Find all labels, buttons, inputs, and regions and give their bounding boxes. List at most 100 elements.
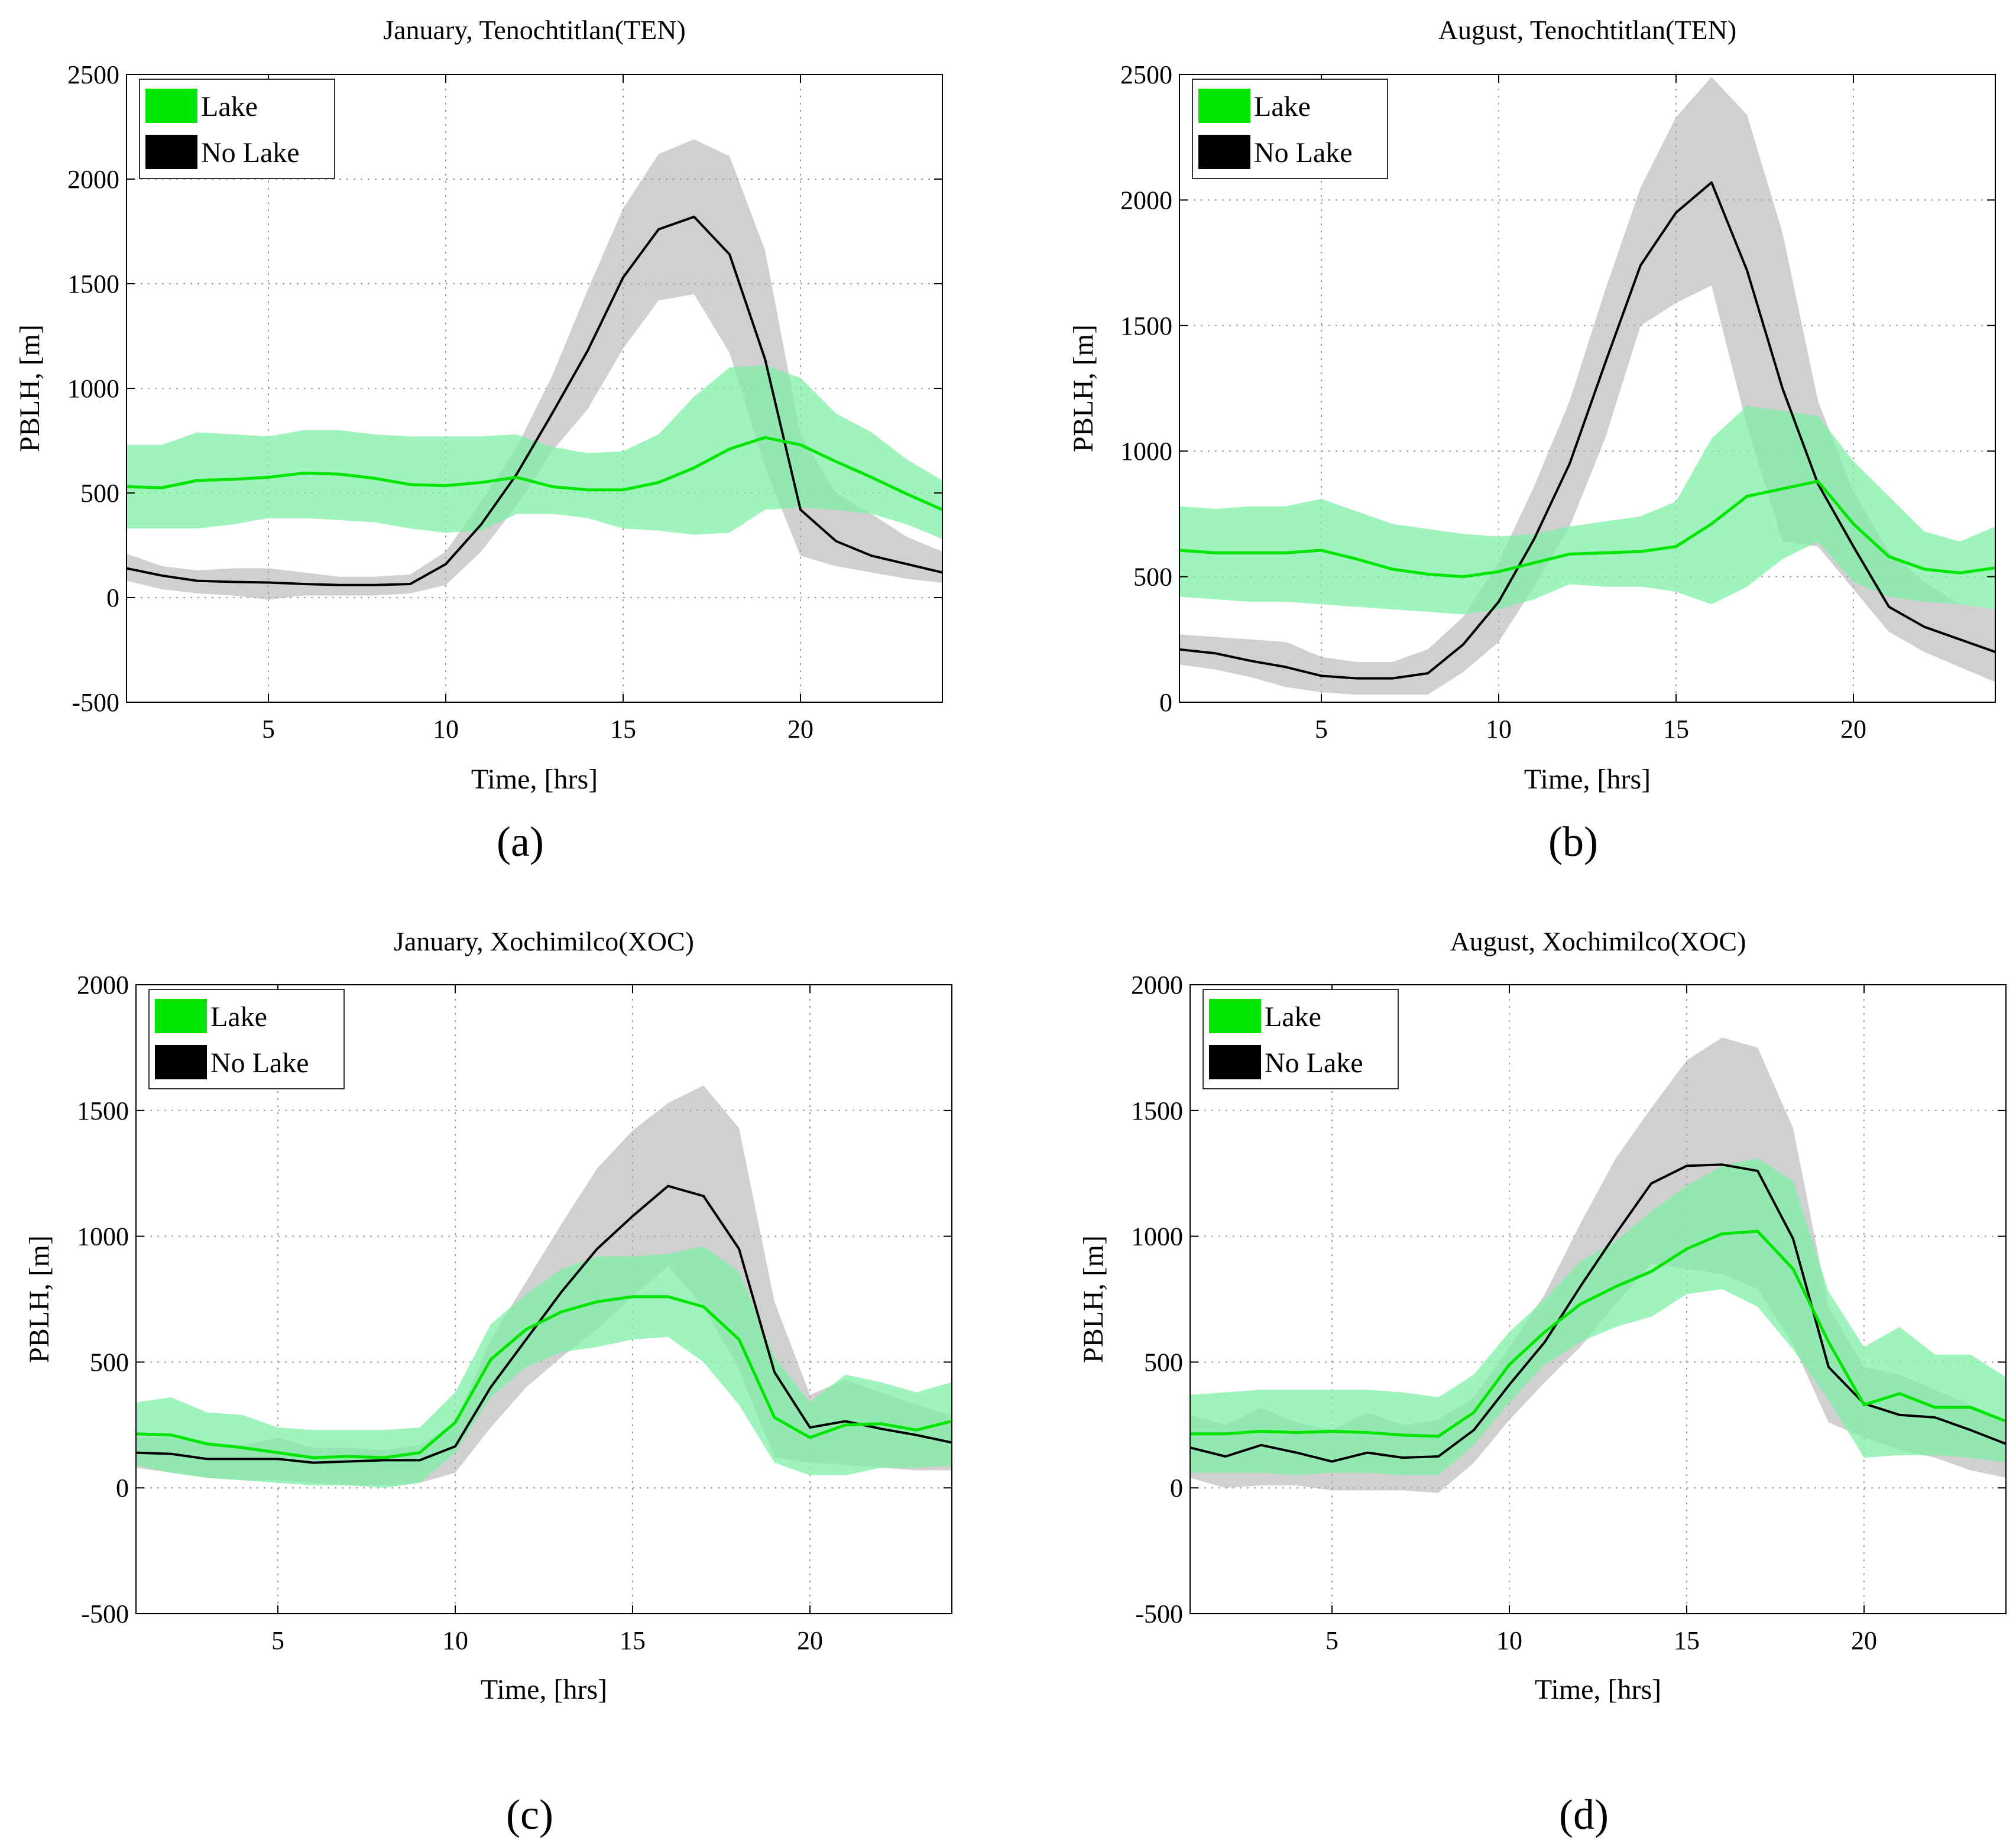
y-axis-label: PBLH, [m] — [1068, 325, 1099, 452]
plot-area — [1190, 1037, 2006, 1493]
y-tick-label: 0 — [116, 1474, 129, 1503]
y-tick-label: 2000 — [1120, 186, 1172, 215]
x-tick-label: 20 — [1840, 715, 1866, 744]
y-tick-label: 1500 — [1120, 312, 1172, 340]
grid — [136, 985, 952, 1614]
series-line-lake — [136, 1295, 952, 1459]
legend-label: No Lake — [201, 137, 300, 168]
band-lake — [1179, 405, 1995, 615]
band-lake — [127, 365, 942, 539]
legend-swatch-no-lake — [155, 1045, 207, 1079]
y-axis-label: PBLH, [m] — [1078, 1235, 1109, 1363]
chart-title: January, Tenochtitlan(TEN) — [383, 15, 686, 45]
legend-swatch-lake — [1198, 89, 1250, 123]
plot-area — [1179, 77, 1995, 695]
legend: Lake No Lake — [139, 79, 335, 179]
y-tick-label: 0 — [1170, 1474, 1183, 1503]
y-tick-label: -500 — [81, 1599, 129, 1628]
x-axis-label: Time, [hrs] — [1524, 764, 1651, 795]
x-tick-label: 15 — [1663, 715, 1689, 744]
axes-frame — [1189, 984, 2007, 1614]
series-line-no-lake — [127, 215, 942, 586]
legend-swatch-lake — [145, 89, 197, 123]
x-tick-label: 10 — [1496, 1626, 1522, 1655]
y-tick-label: 1500 — [67, 270, 119, 298]
chart-panel-c: 5 10 15 20 -500 0 500 1000 1500 2000 January, Xoch… — [24, 926, 952, 1838]
series-line-lake — [1179, 479, 1995, 579]
y-axis-label: PBLH, [m] — [14, 325, 46, 452]
legend-label: No Lake — [210, 1047, 309, 1079]
x-tick-label: 15 — [610, 715, 636, 744]
y-tick-label: 2500 — [1120, 60, 1172, 89]
x-tick-label: 20 — [797, 1626, 823, 1655]
legend-swatch-lake — [155, 999, 207, 1033]
y-tick-label: -500 — [72, 688, 119, 717]
y-tick-label: 500 — [90, 1348, 129, 1377]
y-tick-label: 2000 — [67, 165, 119, 194]
panel-caption: (a) — [497, 818, 544, 865]
y-tick-label: 1000 — [67, 374, 119, 403]
legend-swatch-lake — [1209, 999, 1261, 1033]
panel-caption: (b) — [1548, 818, 1598, 865]
x-tick-label: 5 — [1325, 1626, 1338, 1655]
x-tick-label: 10 — [1486, 715, 1512, 744]
legend-label: Lake — [210, 1001, 267, 1033]
x-tick-label: 10 — [433, 715, 459, 744]
legend: Lake No Lake — [1203, 989, 1399, 1089]
series-line-no-lake — [1190, 1163, 2006, 1463]
band-no-lake — [127, 139, 942, 600]
y-tick-label: 500 — [1144, 1348, 1183, 1377]
series-line-no-lake — [1179, 181, 1995, 680]
y-tick-label: 1500 — [1131, 1096, 1183, 1125]
y-tick-label: 2500 — [67, 60, 119, 89]
series-line-lake — [1190, 1229, 2006, 1438]
y-tick-label: 500 — [1133, 563, 1172, 592]
x-tick-label: 5 — [262, 715, 275, 744]
x-tick-label: 5 — [1315, 715, 1328, 744]
band-lake — [136, 1246, 952, 1488]
y-tick-label: 2000 — [77, 971, 129, 1000]
x-axis-label: Time, [hrs] — [481, 1674, 607, 1705]
plot-area — [136, 1085, 952, 1488]
y-tick-label: -500 — [1135, 1599, 1183, 1628]
legend-label: Lake — [1254, 91, 1311, 122]
x-tick-label: 10 — [442, 1626, 468, 1655]
x-tick-label: 20 — [1851, 1626, 1877, 1655]
legend: Lake No Lake — [148, 989, 345, 1089]
chart-panel-d: 5 10 15 20 -500 0 500 1000 1500 2000 August, Xochi… — [1078, 926, 2007, 1838]
legend-label: No Lake — [1265, 1047, 1363, 1079]
y-tick-label: 1000 — [1131, 1222, 1183, 1251]
y-tick-label: 2000 — [1131, 971, 1183, 1000]
y-axis-label: PBLH, [m] — [24, 1235, 55, 1363]
y-tick-label: 1500 — [77, 1096, 129, 1125]
panel-caption: (c) — [506, 1791, 553, 1838]
legend-label: No Lake — [1254, 137, 1353, 168]
y-tick-label: 1000 — [77, 1222, 129, 1251]
legend-label: Lake — [201, 91, 258, 122]
x-axis-label: Time, [hrs] — [471, 764, 598, 795]
chart-panel-a: 5 10 15 20 -500 0 500 1000 1500 2000 2500 January, … — [14, 15, 943, 865]
chart-title: August, Tenochtitlan(TEN) — [1438, 15, 1736, 45]
band-lake — [1190, 1158, 2006, 1475]
y-tick-label: 0 — [1159, 688, 1172, 717]
chart-panel-b: 5 10 15 20 0 500 1000 1500 2000 2500 August, Tenoc… — [1068, 15, 1996, 865]
axes-frame — [135, 984, 952, 1614]
legend-swatch-no-lake — [145, 135, 197, 169]
panel-caption: (d) — [1559, 1791, 1609, 1838]
axes-frame — [1179, 74, 1996, 703]
x-tick-label: 5 — [271, 1626, 284, 1655]
legend-swatch-no-lake — [1198, 135, 1250, 169]
x-tick-label: 15 — [1674, 1626, 1700, 1655]
series-line-lake — [127, 436, 942, 511]
legend-label: Lake — [1265, 1001, 1321, 1033]
series-line-no-lake — [136, 1185, 952, 1464]
legend-swatch-no-lake — [1209, 1045, 1261, 1079]
x-tick-label: 20 — [787, 715, 813, 744]
chart-title: August, Xochimilco(XOC) — [1450, 926, 1746, 956]
y-tick-label: 0 — [106, 583, 119, 612]
plot-area — [127, 139, 942, 600]
x-tick-label: 15 — [620, 1626, 646, 1655]
y-tick-label: 1000 — [1120, 437, 1172, 466]
chart-title: January, Xochimilco(XOC) — [394, 926, 694, 956]
